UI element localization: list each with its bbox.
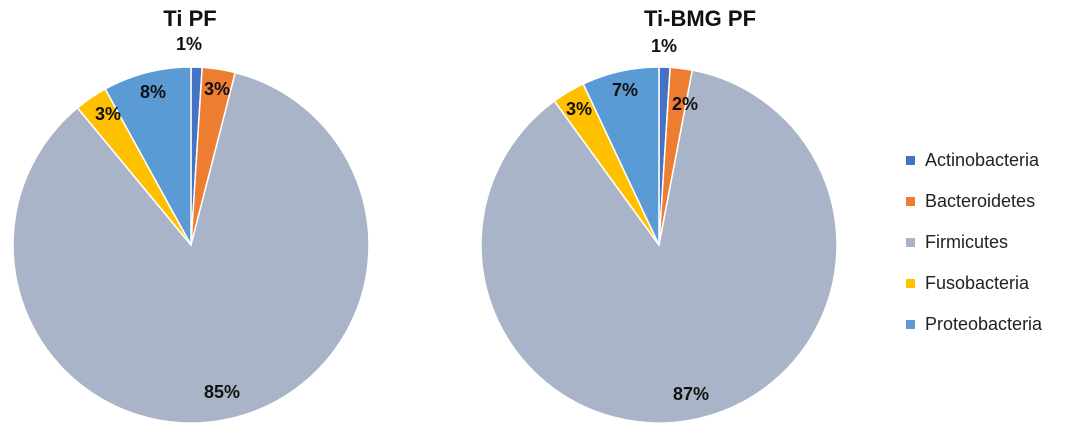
legend-swatch: [906, 319, 915, 329]
pie0-data-label-firmicutes: 85%: [204, 382, 240, 402]
legend-item-bacteroidetes: Bacteroidetes: [906, 191, 1042, 211]
pie1-data-label-bacteroidetes: 2%: [672, 94, 698, 114]
legend-label: Proteobacteria: [925, 313, 1043, 334]
legend-label: Actinobacteria: [925, 149, 1040, 170]
pie1-slice-firmicutes: [480, 69, 838, 424]
pie-title-ti-pf: Ti PF: [163, 6, 217, 31]
pie1-data-label-actinobacteria: 1%: [651, 36, 677, 56]
legend-item-fusobacteria: Fusobacteria: [906, 273, 1042, 293]
legend: Actinobacteria Bacteroidetes Firmicutes …: [906, 150, 1042, 355]
pie0-data-label-actinobacteria: 1%: [176, 34, 202, 54]
legend-swatch: [906, 155, 915, 165]
pie0-data-label-fusobacteria: 3%: [95, 104, 121, 124]
pie1-data-label-proteobacteria: 7%: [612, 80, 638, 100]
legend-swatch: [906, 278, 915, 288]
pie0-data-label-proteobacteria: 8%: [140, 82, 166, 102]
legend-item-firmicutes: Firmicutes: [906, 232, 1042, 252]
pie0-slice-proteobacteria: [104, 66, 192, 246]
pie1-data-label-fusobacteria: 3%: [566, 99, 592, 119]
legend-swatch: [906, 237, 915, 247]
pie1-slice-proteobacteria: [582, 66, 660, 246]
pie0-slice-firmicutes: [12, 71, 370, 424]
legend-label: Fusobacteria: [925, 272, 1030, 293]
legend-label: Firmicutes: [925, 231, 1009, 252]
pie0-data-label-bacteroidetes: 3%: [204, 79, 230, 99]
legend-swatch: [906, 196, 915, 206]
legend-item-proteobacteria: Proteobacteria: [906, 314, 1042, 334]
pie-title-ti-bmg-pf: Ti-BMG PF: [643, 6, 757, 31]
legend-item-actinobacteria: Actinobacteria: [906, 150, 1042, 170]
pie1-data-label-firmicutes: 87%: [673, 384, 709, 404]
legend-label: Bacteroidetes: [925, 190, 1036, 211]
